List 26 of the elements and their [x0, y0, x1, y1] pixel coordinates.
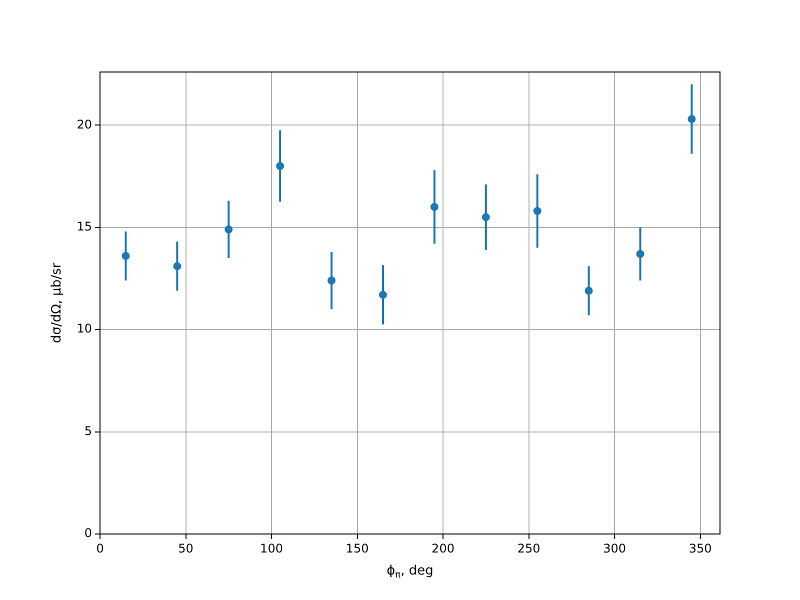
- y-tick-label: 10: [76, 322, 92, 336]
- point: [688, 115, 696, 124]
- x-tick-label: 0: [96, 541, 104, 556]
- point: [224, 225, 233, 234]
- point: [328, 276, 336, 285]
- x-tick-label: 50: [178, 541, 194, 556]
- y-tick-label: 5: [84, 424, 92, 438]
- point: [173, 262, 182, 270]
- point: [430, 202, 438, 211]
- point: [378, 290, 387, 299]
- y-axis-title: dσ/dΩ, μb/sr: [49, 262, 64, 344]
- point: [122, 252, 130, 260]
- x-tick-label: 250: [517, 541, 540, 556]
- y-tick-label: 15: [76, 219, 92, 234]
- point: [636, 250, 644, 258]
- point: [482, 213, 490, 222]
- point: [276, 162, 284, 170]
- point: [533, 207, 542, 216]
- y-tick-label: 0: [84, 526, 92, 540]
- y-tick-label: 20: [76, 117, 92, 132]
- x-tick-label: 200: [432, 541, 454, 556]
- x-tick-label: 350: [688, 541, 712, 556]
- x-tick-label: 100: [260, 541, 283, 556]
- x-tick-label: 150: [346, 541, 369, 556]
- x-tick-label: 300: [603, 541, 626, 556]
- point: [584, 286, 593, 295]
